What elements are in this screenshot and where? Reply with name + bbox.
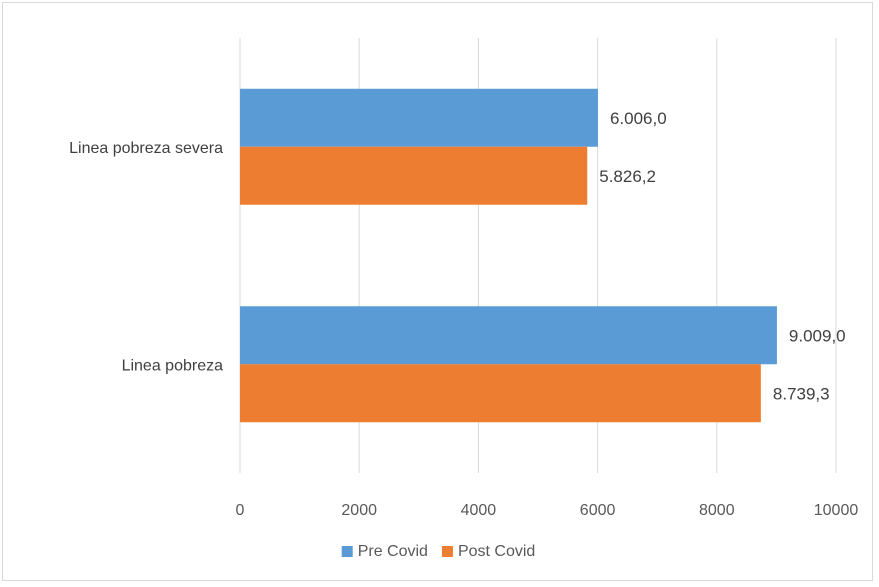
x-tick-label: 8000: [699, 502, 735, 519]
bars: [240, 88, 777, 423]
data-label: 8.739,3: [773, 384, 830, 403]
data-label: 9.009,0: [789, 326, 846, 345]
legend-item: Post Covid: [441, 543, 535, 560]
chart-frame: 6.006,0 5.826,2 9.009,0 8.739,3 Linea pobre…: [2, 2, 873, 581]
legend-swatch: [341, 546, 353, 557]
legend-label: Pre Covid: [358, 543, 428, 560]
legend-item: Pre Covid: [341, 543, 428, 560]
x-tick-label: 2000: [341, 502, 377, 519]
legend: Pre Covid Post Covid: [341, 543, 535, 560]
category-label: Linea pobreza severa: [69, 140, 223, 157]
bar-pre-covid: [240, 306, 777, 365]
bar-post-covid: [240, 364, 761, 423]
x-tick-label: 10000: [814, 502, 859, 519]
x-tick-label: 0: [236, 502, 245, 519]
bar-chart: 6.006,0 5.826,2 9.009,0 8.739,3 Linea pobre…: [69, 38, 859, 560]
legend-label: Post Covid: [458, 543, 535, 560]
bar-post-covid: [240, 146, 588, 205]
data-label: 6.006,0: [610, 109, 667, 128]
data-label: 5.826,2: [599, 167, 656, 186]
data-labels: 6.006,0 5.826,2 9.009,0 8.739,3: [599, 109, 845, 404]
x-tick-label: 6000: [580, 502, 616, 519]
x-tick-label: 4000: [461, 502, 497, 519]
x-axis-ticks: 0 2000 4000 6000 8000 10000: [236, 502, 859, 519]
category-labels: Linea pobreza severa Linea pobreza: [69, 140, 223, 375]
bar-pre-covid: [240, 88, 598, 147]
category-label: Linea pobreza: [122, 357, 224, 374]
legend-swatch: [441, 546, 453, 557]
